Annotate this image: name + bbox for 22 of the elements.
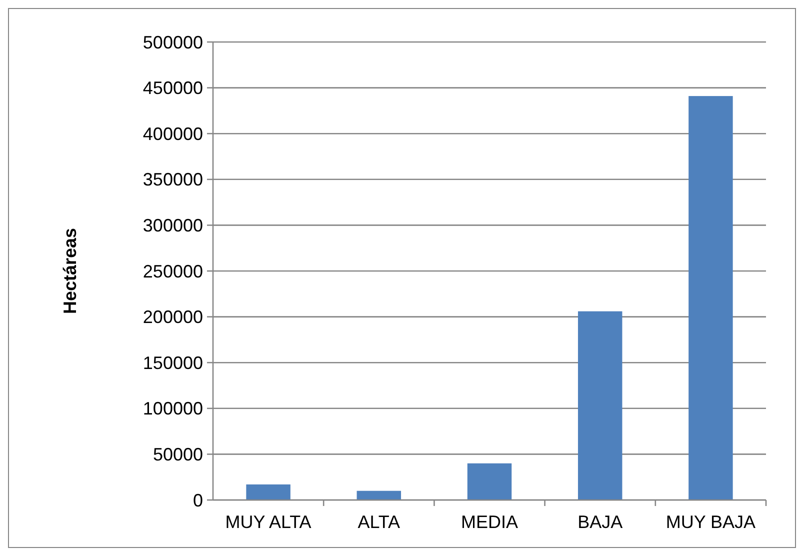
y-tick-label: 50000 bbox=[152, 444, 203, 464]
x-tick-label: MEDIA bbox=[460, 512, 518, 532]
y-tick-label: 200000 bbox=[142, 307, 203, 328]
bar bbox=[246, 484, 290, 500]
y-tick-label: 350000 bbox=[142, 170, 203, 190]
y-tick-label: 250000 bbox=[142, 261, 203, 282]
y-tick-label: 500000 bbox=[142, 32, 203, 52]
bar bbox=[356, 490, 402, 500]
bar bbox=[578, 311, 622, 500]
x-tick-label: BAJA bbox=[578, 512, 623, 532]
y-tick-label: 400000 bbox=[142, 124, 203, 144]
y-tick-label: 450000 bbox=[142, 78, 203, 98]
x-tick-label: MUY ALTA bbox=[225, 512, 312, 532]
y-tick-label: 300000 bbox=[142, 216, 203, 236]
y-tick-label: 100000 bbox=[142, 398, 203, 419]
y-axis-title: Hectáreas bbox=[60, 228, 80, 314]
bar bbox=[688, 96, 733, 500]
x-tick-label: ALTA bbox=[358, 512, 400, 532]
x-tick-label: MUY BAJA bbox=[666, 512, 756, 532]
y-tick-label: 150000 bbox=[142, 352, 203, 373]
bar bbox=[467, 463, 512, 500]
y-tick-label: 0 bbox=[192, 490, 203, 510]
